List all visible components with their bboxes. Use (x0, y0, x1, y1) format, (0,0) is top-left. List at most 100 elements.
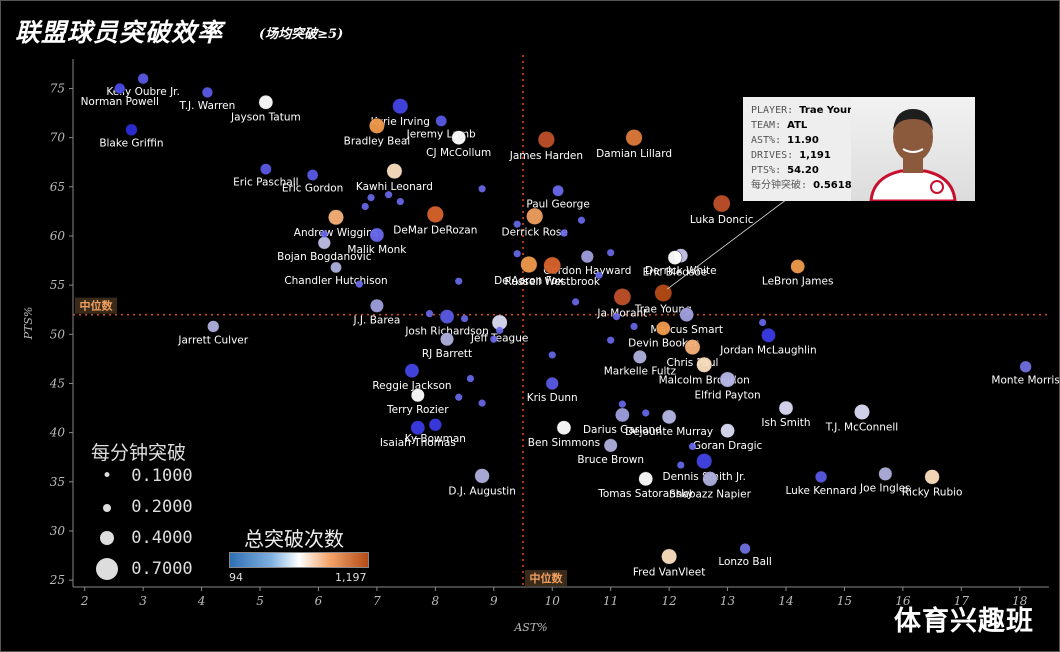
data-point-label: Ky Bowman (405, 433, 466, 445)
data-point (655, 321, 671, 336)
data-point (460, 314, 469, 323)
data-point-label: Eric Bledsoe (643, 267, 708, 279)
data-point (545, 376, 559, 391)
x-tick-label: 15 (837, 594, 852, 608)
data-point-label: Chandler Hutchison (284, 275, 387, 287)
data-point (513, 220, 521, 228)
data-point (595, 271, 603, 279)
chart-title: 联盟球员突破效率 (15, 18, 224, 47)
data-point (642, 409, 650, 417)
y-tick-label: 60 (50, 229, 66, 243)
player-photo (851, 97, 975, 203)
data-point (426, 205, 444, 223)
player-tooltip: PLAYER: Trae Young TEAM: ATL AST%: 11.90… (743, 97, 975, 203)
x-tick-label: 13 (720, 594, 736, 608)
chart-subtitle: (场均突破≥5) (259, 27, 344, 42)
data-point-label: Russell Westbrook (504, 276, 600, 288)
data-point (572, 298, 580, 306)
data-point (410, 388, 425, 403)
data-point (355, 280, 363, 288)
data-point (1019, 360, 1032, 373)
data-point (392, 98, 409, 115)
data-point (759, 318, 767, 327)
x-tick-label: 14 (778, 594, 793, 608)
size-legend-title: 每分钟突破 (91, 442, 187, 464)
data-point-label: Markelle Fultz (604, 366, 677, 378)
data-point (440, 332, 455, 347)
data-point (924, 469, 940, 485)
data-point (778, 400, 794, 416)
data-point-label: Darius Garland (583, 424, 662, 436)
color-gradient-bar (229, 552, 369, 568)
data-point (679, 307, 695, 323)
data-point-label: Damian Lillard (596, 148, 672, 160)
data-point (638, 471, 654, 487)
data-point (369, 298, 384, 313)
data-point (580, 250, 594, 264)
data-point-label: Kyrie Irving (371, 116, 430, 128)
tooltip-row-pts: PTS%: 54.20 (751, 165, 819, 176)
data-point-label: Jayson Tatum (230, 111, 301, 123)
tooltip-row-player: PLAYER: Trae Young (751, 105, 862, 116)
data-point (607, 336, 615, 344)
data-point (853, 403, 870, 420)
data-point (306, 169, 319, 181)
data-point-label: Josh Richardson (404, 326, 488, 338)
data-point (667, 250, 683, 265)
data-point (654, 284, 673, 302)
data-point-label: Kawhi Leonard (356, 181, 433, 193)
data-point (814, 470, 828, 484)
data-point-label: Ricky Rubio (902, 486, 963, 498)
y-tick-label: 65 (50, 180, 65, 194)
data-point-label: T.J. Warren (179, 100, 236, 112)
data-point (496, 326, 504, 334)
data-point-label: Tomas Satoransky (597, 488, 693, 500)
data-point (790, 259, 806, 274)
data-point (478, 399, 486, 407)
median-y-label-bg (75, 297, 117, 314)
data-point-label: T.J. McConnell (825, 422, 898, 434)
data-point (526, 207, 544, 225)
data-point (114, 82, 126, 95)
data-point (137, 73, 149, 85)
data-point (369, 227, 385, 243)
data-point-label: J.J. Barea (352, 315, 400, 327)
data-point (603, 438, 618, 453)
x-tick-label: 10 (545, 594, 561, 608)
data-point (396, 197, 404, 206)
data-point (404, 363, 420, 379)
data-point-label: Ja Morant (596, 308, 647, 320)
median-x-label-bg (525, 570, 568, 586)
data-point (125, 123, 138, 136)
data-point-label: Reggie Jackson (372, 380, 451, 392)
data-point (632, 349, 647, 364)
y-tick-label: 25 (49, 573, 65, 587)
data-point (330, 261, 342, 274)
data-point-label: DeMar DeRozan (393, 225, 477, 237)
data-point-label: Jeff Teague (470, 332, 528, 344)
data-point (425, 310, 434, 318)
y-tick-label: 30 (50, 524, 66, 538)
data-point-label: Ben Simmons (528, 437, 600, 449)
data-point (410, 420, 426, 436)
data-point (560, 229, 568, 237)
data-point-label: James Harden (509, 150, 583, 162)
data-point-label: Kris Dunn (527, 392, 578, 404)
watermark: 体育兴趣班 (894, 606, 1034, 637)
data-point-label: Fred VanVleet (633, 566, 705, 578)
data-point-label: LeBron James (762, 276, 834, 288)
data-point (613, 288, 632, 306)
x-tick-label: 4 (197, 594, 206, 608)
data-point (368, 117, 385, 134)
data-point (435, 115, 448, 127)
data-point-label: Joe Ingles (859, 483, 911, 495)
data-point (207, 320, 220, 333)
data-point (618, 400, 626, 408)
x-axis-title: AST% (513, 621, 547, 634)
data-point (428, 418, 442, 432)
data-point (439, 309, 455, 324)
size-legend-item: • 0.1000 (101, 466, 193, 486)
data-point-label: Elfrid Payton (694, 389, 760, 401)
